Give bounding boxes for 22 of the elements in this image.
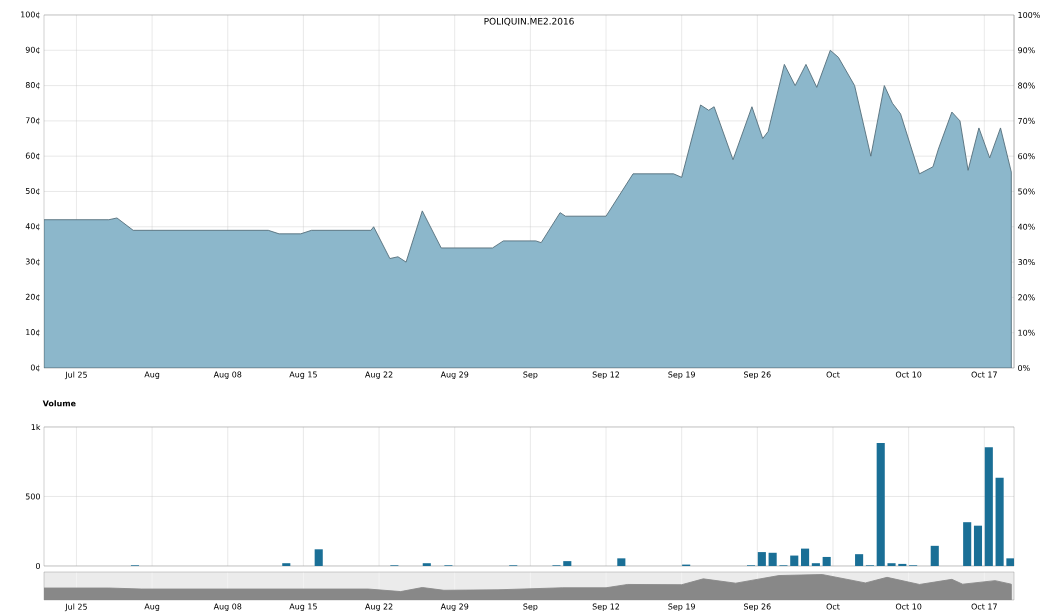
bar xyxy=(887,563,896,566)
bar xyxy=(984,447,993,566)
bar xyxy=(563,561,572,566)
bar xyxy=(811,563,820,566)
bar xyxy=(282,563,291,566)
bar xyxy=(973,525,983,566)
bar xyxy=(801,548,810,566)
bar xyxy=(876,442,885,566)
bar xyxy=(790,555,799,566)
chart-title: POLIQUIN.ME2.2016 xyxy=(484,17,574,26)
bar xyxy=(822,556,831,566)
bar xyxy=(1006,558,1015,566)
bar xyxy=(768,552,777,566)
bar xyxy=(422,563,431,566)
bar xyxy=(314,549,323,566)
bar xyxy=(995,477,1004,566)
bar xyxy=(898,563,907,566)
bar xyxy=(855,554,864,566)
bar xyxy=(963,522,972,566)
bar xyxy=(757,552,766,566)
bar xyxy=(617,558,626,566)
bar xyxy=(930,545,939,566)
